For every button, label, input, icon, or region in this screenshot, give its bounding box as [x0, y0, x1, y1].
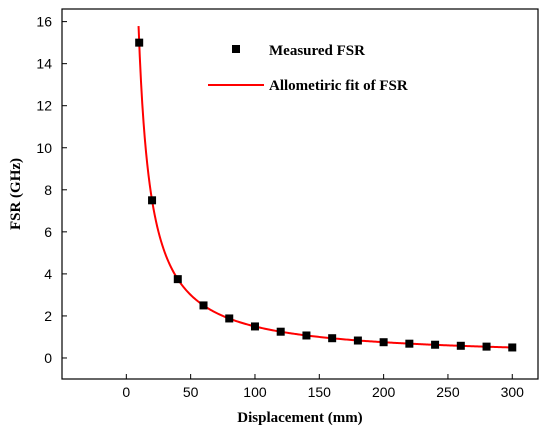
y-tick-label: 8 [44, 182, 52, 198]
x-tick-label: 0 [122, 384, 130, 400]
y-tick-label: 4 [44, 266, 52, 282]
data-point [276, 327, 285, 336]
data-point [405, 339, 414, 348]
y-tick-label: 6 [44, 224, 52, 240]
y-tick-label: 14 [36, 56, 52, 72]
plot-area [135, 25, 517, 352]
x-tick-label: 150 [308, 384, 332, 400]
plot-frame [61, 8, 539, 380]
legend-label-fit: Allometiric fit of FSR [269, 78, 408, 94]
legend: Measured FSR Allometiric fit of FSR [208, 43, 408, 94]
fit-curve [137, 25, 513, 349]
data-point [431, 340, 440, 349]
data-point [173, 275, 182, 284]
data-point [302, 331, 311, 340]
y-tick-label: 2 [44, 308, 52, 324]
legend-label-measured-fsr: Measured FSR [269, 43, 365, 59]
data-point [508, 343, 517, 352]
data-point [379, 338, 388, 347]
data-point [135, 38, 144, 47]
x-tick-label: 200 [372, 384, 396, 400]
x-tick-label: 300 [501, 384, 525, 400]
y-tick-label: 16 [36, 14, 52, 30]
legend-marker-measured-fsr [232, 45, 240, 53]
data-point [328, 334, 337, 343]
y-tick-label: 12 [36, 98, 52, 114]
data-point [250, 322, 259, 331]
x-tick-label: 100 [243, 384, 267, 400]
x-axis-title: Displacement (mm) [237, 410, 362, 426]
data-point [482, 342, 491, 351]
data-point [456, 341, 465, 350]
y-axis-title: FSR (GHz) [8, 158, 24, 230]
x-tick-label: 50 [183, 384, 199, 400]
x-tick-label: 250 [436, 384, 460, 400]
data-point [353, 336, 362, 345]
axes: 0 50 100 150 200 250 300 0 2 4 6 8 10 12 14 16 [36, 14, 524, 400]
data-point [148, 196, 157, 205]
y-tick-label: 0 [44, 350, 52, 366]
data-point [225, 314, 234, 323]
data-point [199, 301, 208, 310]
y-tick-label: 10 [36, 140, 52, 156]
